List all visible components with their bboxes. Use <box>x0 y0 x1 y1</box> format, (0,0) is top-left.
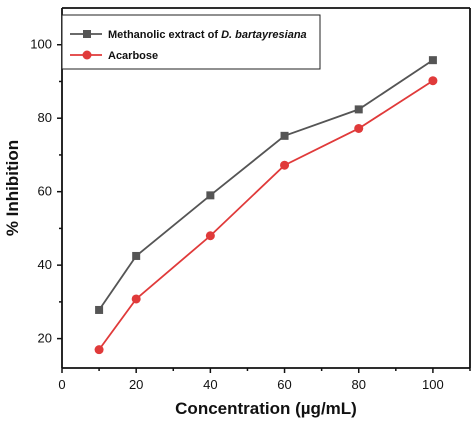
y-tick-label: 100 <box>30 37 52 52</box>
legend-series-1-marker <box>83 30 91 38</box>
x-tick-label: 20 <box>129 377 143 392</box>
x-tick-label: 40 <box>203 377 217 392</box>
legend-series-1-label: Methanolic extract of D. bartayresiana <box>108 29 307 41</box>
series-1-point <box>354 105 363 114</box>
x-tick-label: 100 <box>422 377 444 392</box>
legend-series-2-label: Acarbose <box>108 50 158 62</box>
series-1-point <box>206 191 215 200</box>
series-1-point <box>280 131 289 140</box>
series-2-point <box>131 294 141 304</box>
x-axis-title: Concentration (µg/mL) <box>175 399 357 418</box>
series-2-line <box>98 79 434 351</box>
series-2-point <box>205 231 215 241</box>
series-1 <box>95 56 437 314</box>
legend-box <box>61 14 321 70</box>
ticks: 0 20 40 60 80 100 20 40 60 80 100 <box>30 37 471 392</box>
series-1-point <box>132 251 141 260</box>
series-2-point <box>354 123 364 133</box>
y-tick-label: 60 <box>38 184 52 199</box>
legend: Methanolic extract of D. bartayresiana A… <box>61 14 321 70</box>
series-1-line <box>98 59 434 311</box>
legend-series-2-marker <box>82 50 92 60</box>
y-tick-label: 40 <box>38 257 52 272</box>
x-tick-label: 60 <box>277 377 291 392</box>
y-tick-label: 20 <box>38 331 52 346</box>
series-1-point <box>428 56 437 65</box>
series-2 <box>94 76 438 355</box>
series-2-point <box>428 76 438 86</box>
legend-series-1-label-italic: D. bartayresiana <box>221 29 307 41</box>
series-2-point <box>94 345 104 355</box>
series <box>94 56 438 355</box>
y-tick-label: 80 <box>38 110 52 125</box>
series-1-point <box>95 305 104 314</box>
series-2-point <box>280 160 290 170</box>
x-tick-label: 0 <box>58 377 65 392</box>
y-axis-title: % Inhibition <box>3 140 22 236</box>
x-tick-label: 80 <box>351 377 365 392</box>
legend-series-1-label-prefix: Methanolic extract of <box>108 29 221 41</box>
